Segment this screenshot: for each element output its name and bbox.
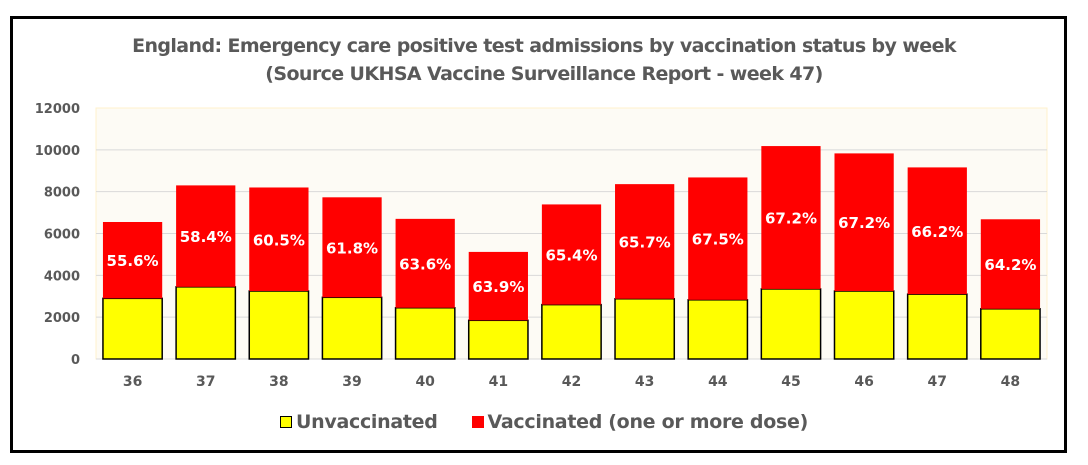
bar-unvaccinated: [102, 297, 163, 360]
data-label: 63.9%: [472, 278, 524, 296]
bar-unvaccinated: [175, 286, 237, 360]
bar-vaccinated: [761, 146, 821, 289]
bar-stack-week-40: [394, 218, 456, 360]
bar-stack-week-44: [687, 177, 749, 360]
legend-label-unvaccinated: Unvaccinated: [296, 411, 438, 433]
x-tick-label: 38: [269, 374, 288, 390]
legend: Unvaccinated Vaccinated (one or more dos…: [0, 411, 1088, 433]
x-axis-ticks: 36 37 38 39 40 41 42 43 44 45 46 47 48: [123, 374, 1020, 390]
bar-stack-week-38: [248, 187, 310, 360]
bar-vaccinated: [834, 153, 894, 292]
x-tick-label: 43: [635, 374, 654, 390]
x-tick-label: 48: [1001, 374, 1020, 390]
bar-vaccinated: [176, 185, 236, 287]
bar-vaccinated: [468, 251, 528, 321]
bar-stack-week-42: [541, 204, 602, 360]
legend-swatch-vaccinated: [471, 416, 484, 428]
legend-swatch-unvaccinated: [280, 416, 293, 428]
x-tick-label: 40: [415, 374, 435, 390]
y-tick-label: 8000: [44, 186, 80, 201]
bar-stack-week-46: [833, 153, 895, 360]
data-label: 60.5%: [253, 231, 305, 249]
data-label: 65.4%: [545, 247, 597, 265]
y-axis-ticks: 0 2000 4000 6000 8000 10000 12000: [35, 102, 80, 368]
y-tick-label: 6000: [44, 228, 80, 243]
data-label: 55.6%: [107, 252, 159, 270]
chart-subtitle: (Source UKHSA Vaccine Surveillance Repor…: [265, 63, 823, 85]
data-label: 64.2%: [984, 256, 1036, 274]
x-tick-label: 47: [928, 374, 947, 390]
bar-vaccinated: [102, 221, 163, 299]
bar-unvaccinated: [833, 290, 895, 360]
data-label: 66.2%: [911, 223, 963, 241]
bar-stack-week-39: [321, 197, 383, 360]
bar-stack-week-48: [980, 219, 1041, 360]
bar-unvaccinated: [394, 307, 456, 360]
x-tick-label: 41: [489, 374, 508, 390]
legend-item-unvaccinated[interactable]: Unvaccinated: [280, 411, 438, 433]
bar-vaccinated: [907, 167, 967, 295]
bar-vaccinated: [541, 204, 602, 305]
bar-vaccinated: [395, 218, 455, 308]
chart-title: England: Emergency care positive test ad…: [132, 35, 956, 57]
x-tick-label: 36: [123, 374, 142, 390]
bar-unvaccinated: [687, 299, 749, 360]
bar-unvaccinated: [906, 293, 968, 360]
legend-item-vaccinated[interactable]: Vaccinated (one or more dose): [471, 411, 809, 433]
data-label: 63.6%: [399, 255, 451, 273]
bar-vaccinated: [322, 197, 382, 298]
y-tick-label: 0: [71, 353, 80, 368]
data-labels: 55.6% 58.4% 60.5% 61.8% 63.6% 63.9% 65.4% 65.7%…: [107, 209, 1037, 296]
data-label: 61.8%: [326, 239, 378, 257]
bar-stack-week-41: [467, 251, 529, 360]
x-tick-label: 39: [342, 374, 361, 390]
bar-unvaccinated: [248, 290, 310, 360]
data-label: 67.5%: [692, 231, 744, 249]
legend-label-vaccinated: Vaccinated (one or more dose): [487, 411, 809, 433]
bar-stack-week-45: [760, 146, 822, 360]
bar-stack-week-47: [906, 167, 968, 360]
y-tick-label: 10000: [35, 144, 80, 159]
bar-vaccinated: [980, 219, 1041, 309]
bar-vaccinated: [615, 184, 675, 299]
x-tick-label: 44: [708, 374, 728, 390]
bar-stack-week-37: [175, 185, 237, 360]
data-label: 65.7%: [619, 233, 671, 251]
y-tick-label: 12000: [35, 102, 80, 117]
data-label: 67.2%: [765, 209, 817, 227]
bar-unvaccinated: [614, 298, 676, 360]
bar-vaccinated: [688, 177, 748, 300]
y-tick-label: 4000: [44, 269, 80, 284]
x-tick-label: 42: [562, 374, 581, 390]
x-tick-label: 45: [781, 374, 800, 390]
bar-stack-week-36: [102, 221, 163, 360]
bar-unvaccinated: [321, 296, 383, 360]
bars: [102, 146, 1041, 360]
bar-vaccinated: [249, 187, 309, 292]
data-label: 58.4%: [180, 228, 232, 246]
bar-unvaccinated: [980, 308, 1041, 360]
x-tick-label: 46: [854, 374, 873, 390]
bar-stack-week-43: [614, 184, 676, 360]
data-label: 67.2%: [838, 214, 890, 232]
bar-unvaccinated: [760, 288, 822, 360]
bar-unvaccinated: [541, 303, 602, 360]
y-tick-label: 2000: [44, 311, 80, 326]
bar-unvaccinated: [467, 319, 529, 360]
x-tick-label: 37: [196, 374, 215, 390]
